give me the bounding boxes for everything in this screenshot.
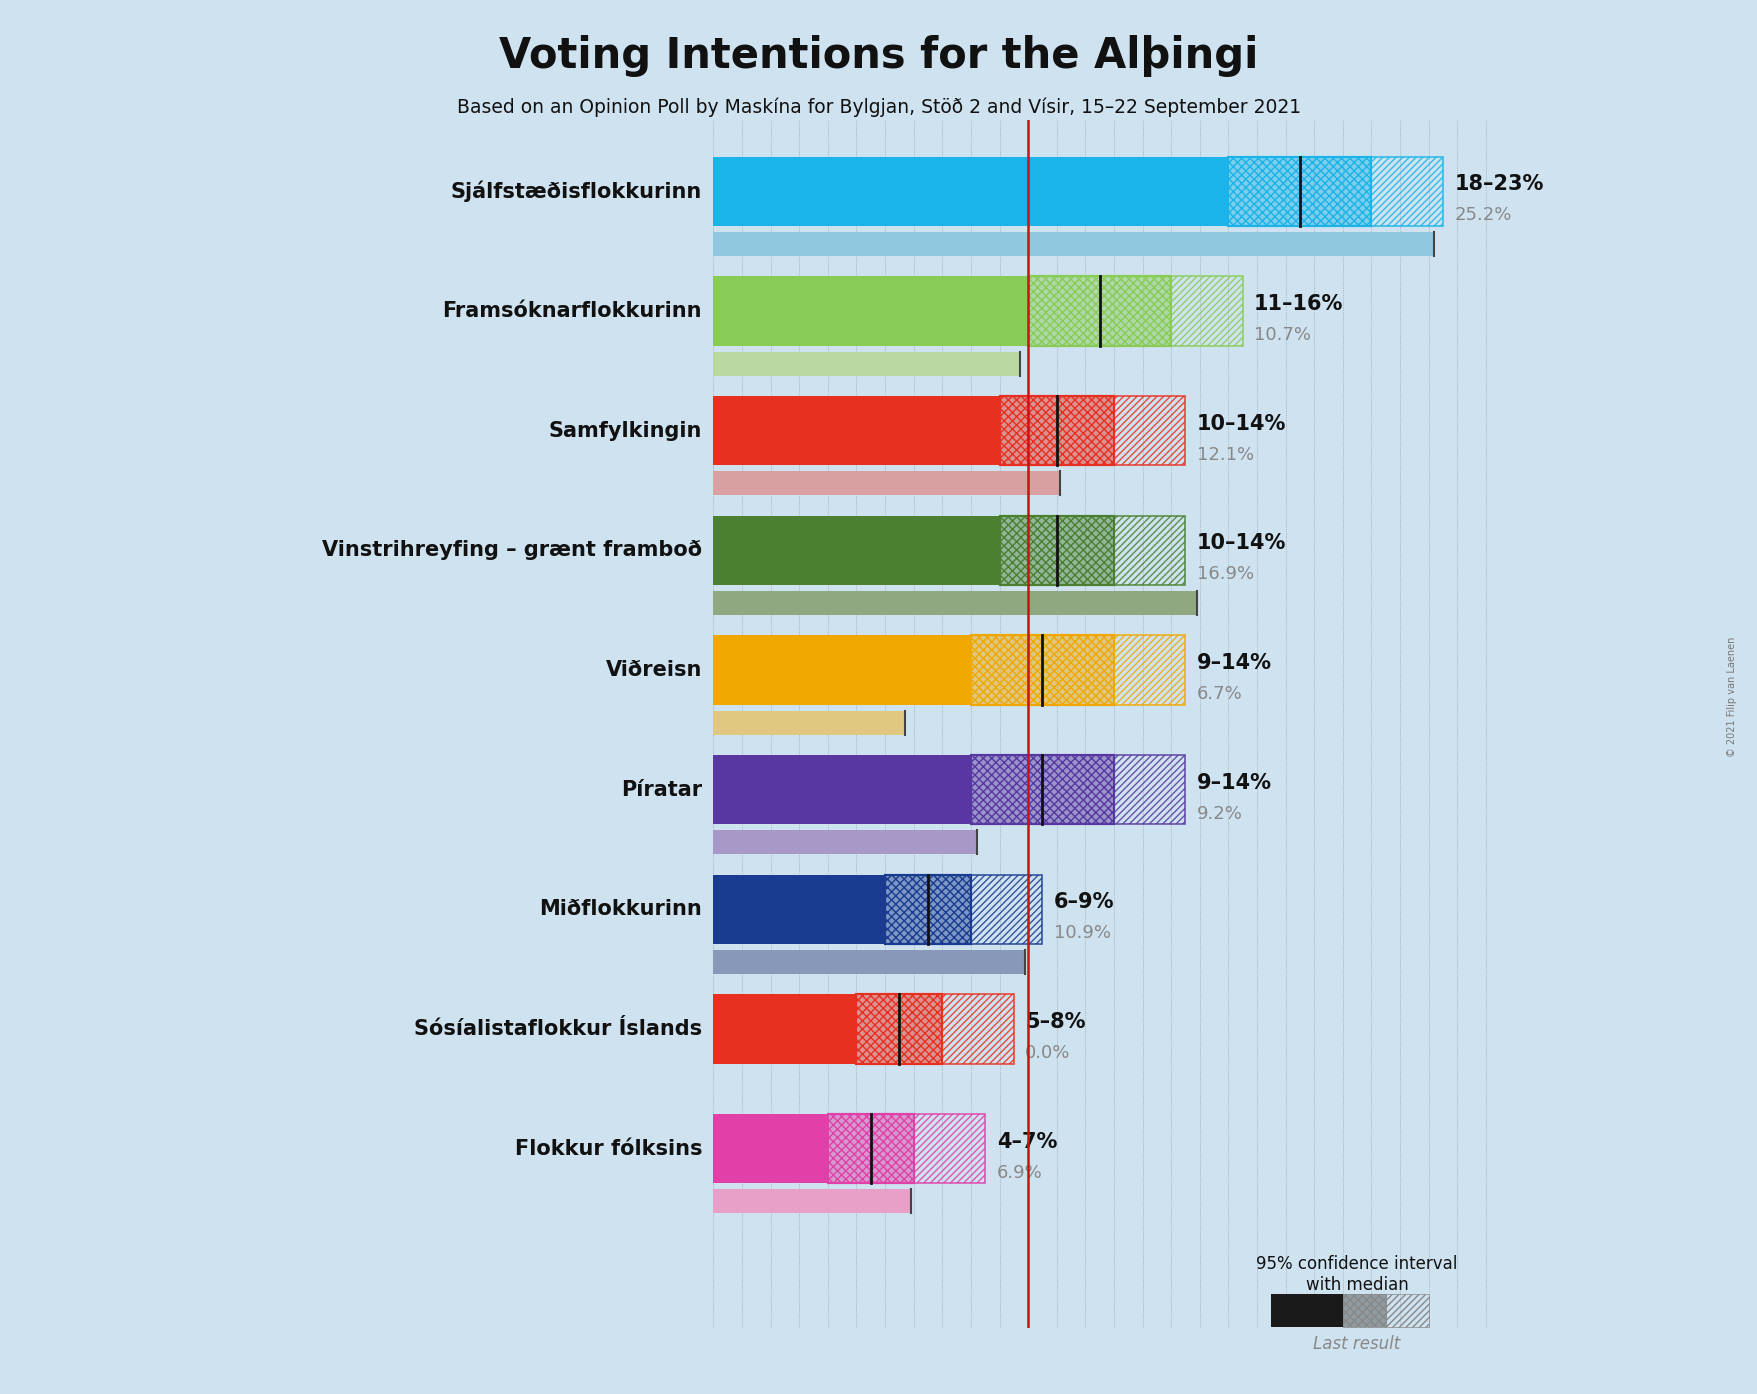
Text: Viðreisn: Viðreisn bbox=[604, 661, 701, 680]
Text: Samfylkingin: Samfylkingin bbox=[548, 421, 701, 441]
Bar bbox=[1228, 156, 1370, 226]
Text: Framsóknarflokkurinn: Framsóknarflokkurinn bbox=[443, 301, 701, 321]
Text: Flokkur fólksins: Flokkur fólksins bbox=[515, 1139, 701, 1158]
Text: 9–14%: 9–14% bbox=[1197, 772, 1272, 793]
Text: Voting Intentions for the Alþingi: Voting Intentions for the Alþingi bbox=[499, 35, 1258, 77]
Text: Píratar: Píratar bbox=[620, 779, 701, 800]
Bar bbox=[1000, 516, 1114, 585]
Bar bbox=[970, 756, 1114, 824]
Bar bbox=[1342, 1294, 1385, 1327]
Text: 18–23%: 18–23% bbox=[1453, 174, 1543, 194]
Bar bbox=[713, 994, 856, 1064]
Bar bbox=[828, 1114, 914, 1184]
Bar bbox=[1028, 276, 1170, 346]
Text: 10.7%: 10.7% bbox=[1253, 326, 1311, 344]
Bar bbox=[1000, 396, 1114, 466]
Bar bbox=[970, 636, 1114, 705]
Text: 11–16%: 11–16% bbox=[1253, 294, 1342, 314]
Bar bbox=[713, 831, 977, 855]
Bar bbox=[1028, 276, 1170, 346]
Text: Miðflokkurinn: Miðflokkurinn bbox=[539, 899, 701, 920]
Bar bbox=[1385, 1294, 1428, 1327]
Text: 10.9%: 10.9% bbox=[1052, 924, 1110, 942]
Bar bbox=[713, 874, 884, 944]
Text: © 2021 Filip van Laenen: © 2021 Filip van Laenen bbox=[1725, 637, 1736, 757]
Text: 6.9%: 6.9% bbox=[996, 1164, 1042, 1182]
Text: 9–14%: 9–14% bbox=[1197, 652, 1272, 673]
Bar bbox=[1000, 516, 1114, 585]
Bar bbox=[713, 591, 1197, 615]
Bar bbox=[1114, 756, 1184, 824]
Text: 12.1%: 12.1% bbox=[1197, 446, 1253, 464]
Text: 5–8%: 5–8% bbox=[1024, 1012, 1086, 1032]
Bar bbox=[1000, 516, 1114, 585]
Bar bbox=[914, 1114, 984, 1184]
Text: Sjálfstæðisflokkurinn: Sjálfstæðisflokkurinn bbox=[450, 181, 701, 202]
Text: 6.7%: 6.7% bbox=[1197, 684, 1242, 703]
Text: Vinstrihreyfing – grænt framboð: Vinstrihreyfing – grænt framboð bbox=[322, 541, 701, 560]
Bar bbox=[884, 874, 970, 944]
Bar bbox=[1114, 396, 1184, 466]
Text: 10–14%: 10–14% bbox=[1197, 414, 1286, 434]
Bar bbox=[713, 156, 1228, 226]
Bar bbox=[856, 994, 942, 1064]
Text: 4–7%: 4–7% bbox=[996, 1132, 1056, 1151]
Bar bbox=[713, 951, 1024, 974]
Text: Last result: Last result bbox=[1312, 1335, 1400, 1352]
Bar bbox=[1342, 1294, 1385, 1327]
Text: 0.0%: 0.0% bbox=[1024, 1044, 1070, 1062]
Text: Sósíalistaflokkur Íslands: Sósíalistaflokkur Íslands bbox=[413, 1019, 701, 1039]
Text: 10–14%: 10–14% bbox=[1197, 534, 1286, 553]
Bar bbox=[713, 1114, 828, 1184]
Bar bbox=[1170, 276, 1242, 346]
Bar bbox=[1000, 396, 1114, 466]
Bar bbox=[1114, 636, 1184, 705]
Bar bbox=[713, 756, 970, 824]
Bar bbox=[713, 471, 1059, 495]
Bar bbox=[1370, 156, 1442, 226]
Bar bbox=[713, 636, 970, 705]
Bar bbox=[942, 994, 1014, 1064]
Bar bbox=[970, 874, 1042, 944]
Bar bbox=[713, 231, 1434, 256]
Text: 16.9%: 16.9% bbox=[1197, 566, 1253, 583]
Bar bbox=[1028, 276, 1170, 346]
Bar bbox=[970, 756, 1114, 824]
Bar bbox=[828, 1114, 914, 1184]
Text: 25.2%: 25.2% bbox=[1453, 206, 1511, 224]
Bar bbox=[884, 874, 970, 944]
Text: Based on an Opinion Poll by Maskína for Bylgjan, Stöð 2 and Vísir, 15–22 Septemb: Based on an Opinion Poll by Maskína for … bbox=[457, 98, 1300, 117]
Text: 95% confidence interval
with median: 95% confidence interval with median bbox=[1256, 1255, 1457, 1294]
Bar bbox=[884, 874, 970, 944]
Bar bbox=[713, 711, 905, 735]
Bar bbox=[713, 396, 1000, 466]
Bar bbox=[713, 516, 1000, 585]
Bar bbox=[713, 351, 1019, 375]
Bar bbox=[970, 636, 1114, 705]
Bar bbox=[1228, 156, 1370, 226]
Bar bbox=[1114, 516, 1184, 585]
Bar bbox=[713, 1189, 910, 1213]
Bar bbox=[970, 636, 1114, 705]
Bar bbox=[1270, 1294, 1342, 1327]
Bar bbox=[856, 994, 942, 1064]
Bar bbox=[713, 276, 1028, 346]
Bar bbox=[1000, 396, 1114, 466]
Bar bbox=[970, 756, 1114, 824]
Bar bbox=[1228, 156, 1370, 226]
Bar bbox=[828, 1114, 914, 1184]
Text: 9.2%: 9.2% bbox=[1197, 804, 1242, 822]
Bar bbox=[856, 994, 942, 1064]
Text: 6–9%: 6–9% bbox=[1052, 892, 1114, 912]
